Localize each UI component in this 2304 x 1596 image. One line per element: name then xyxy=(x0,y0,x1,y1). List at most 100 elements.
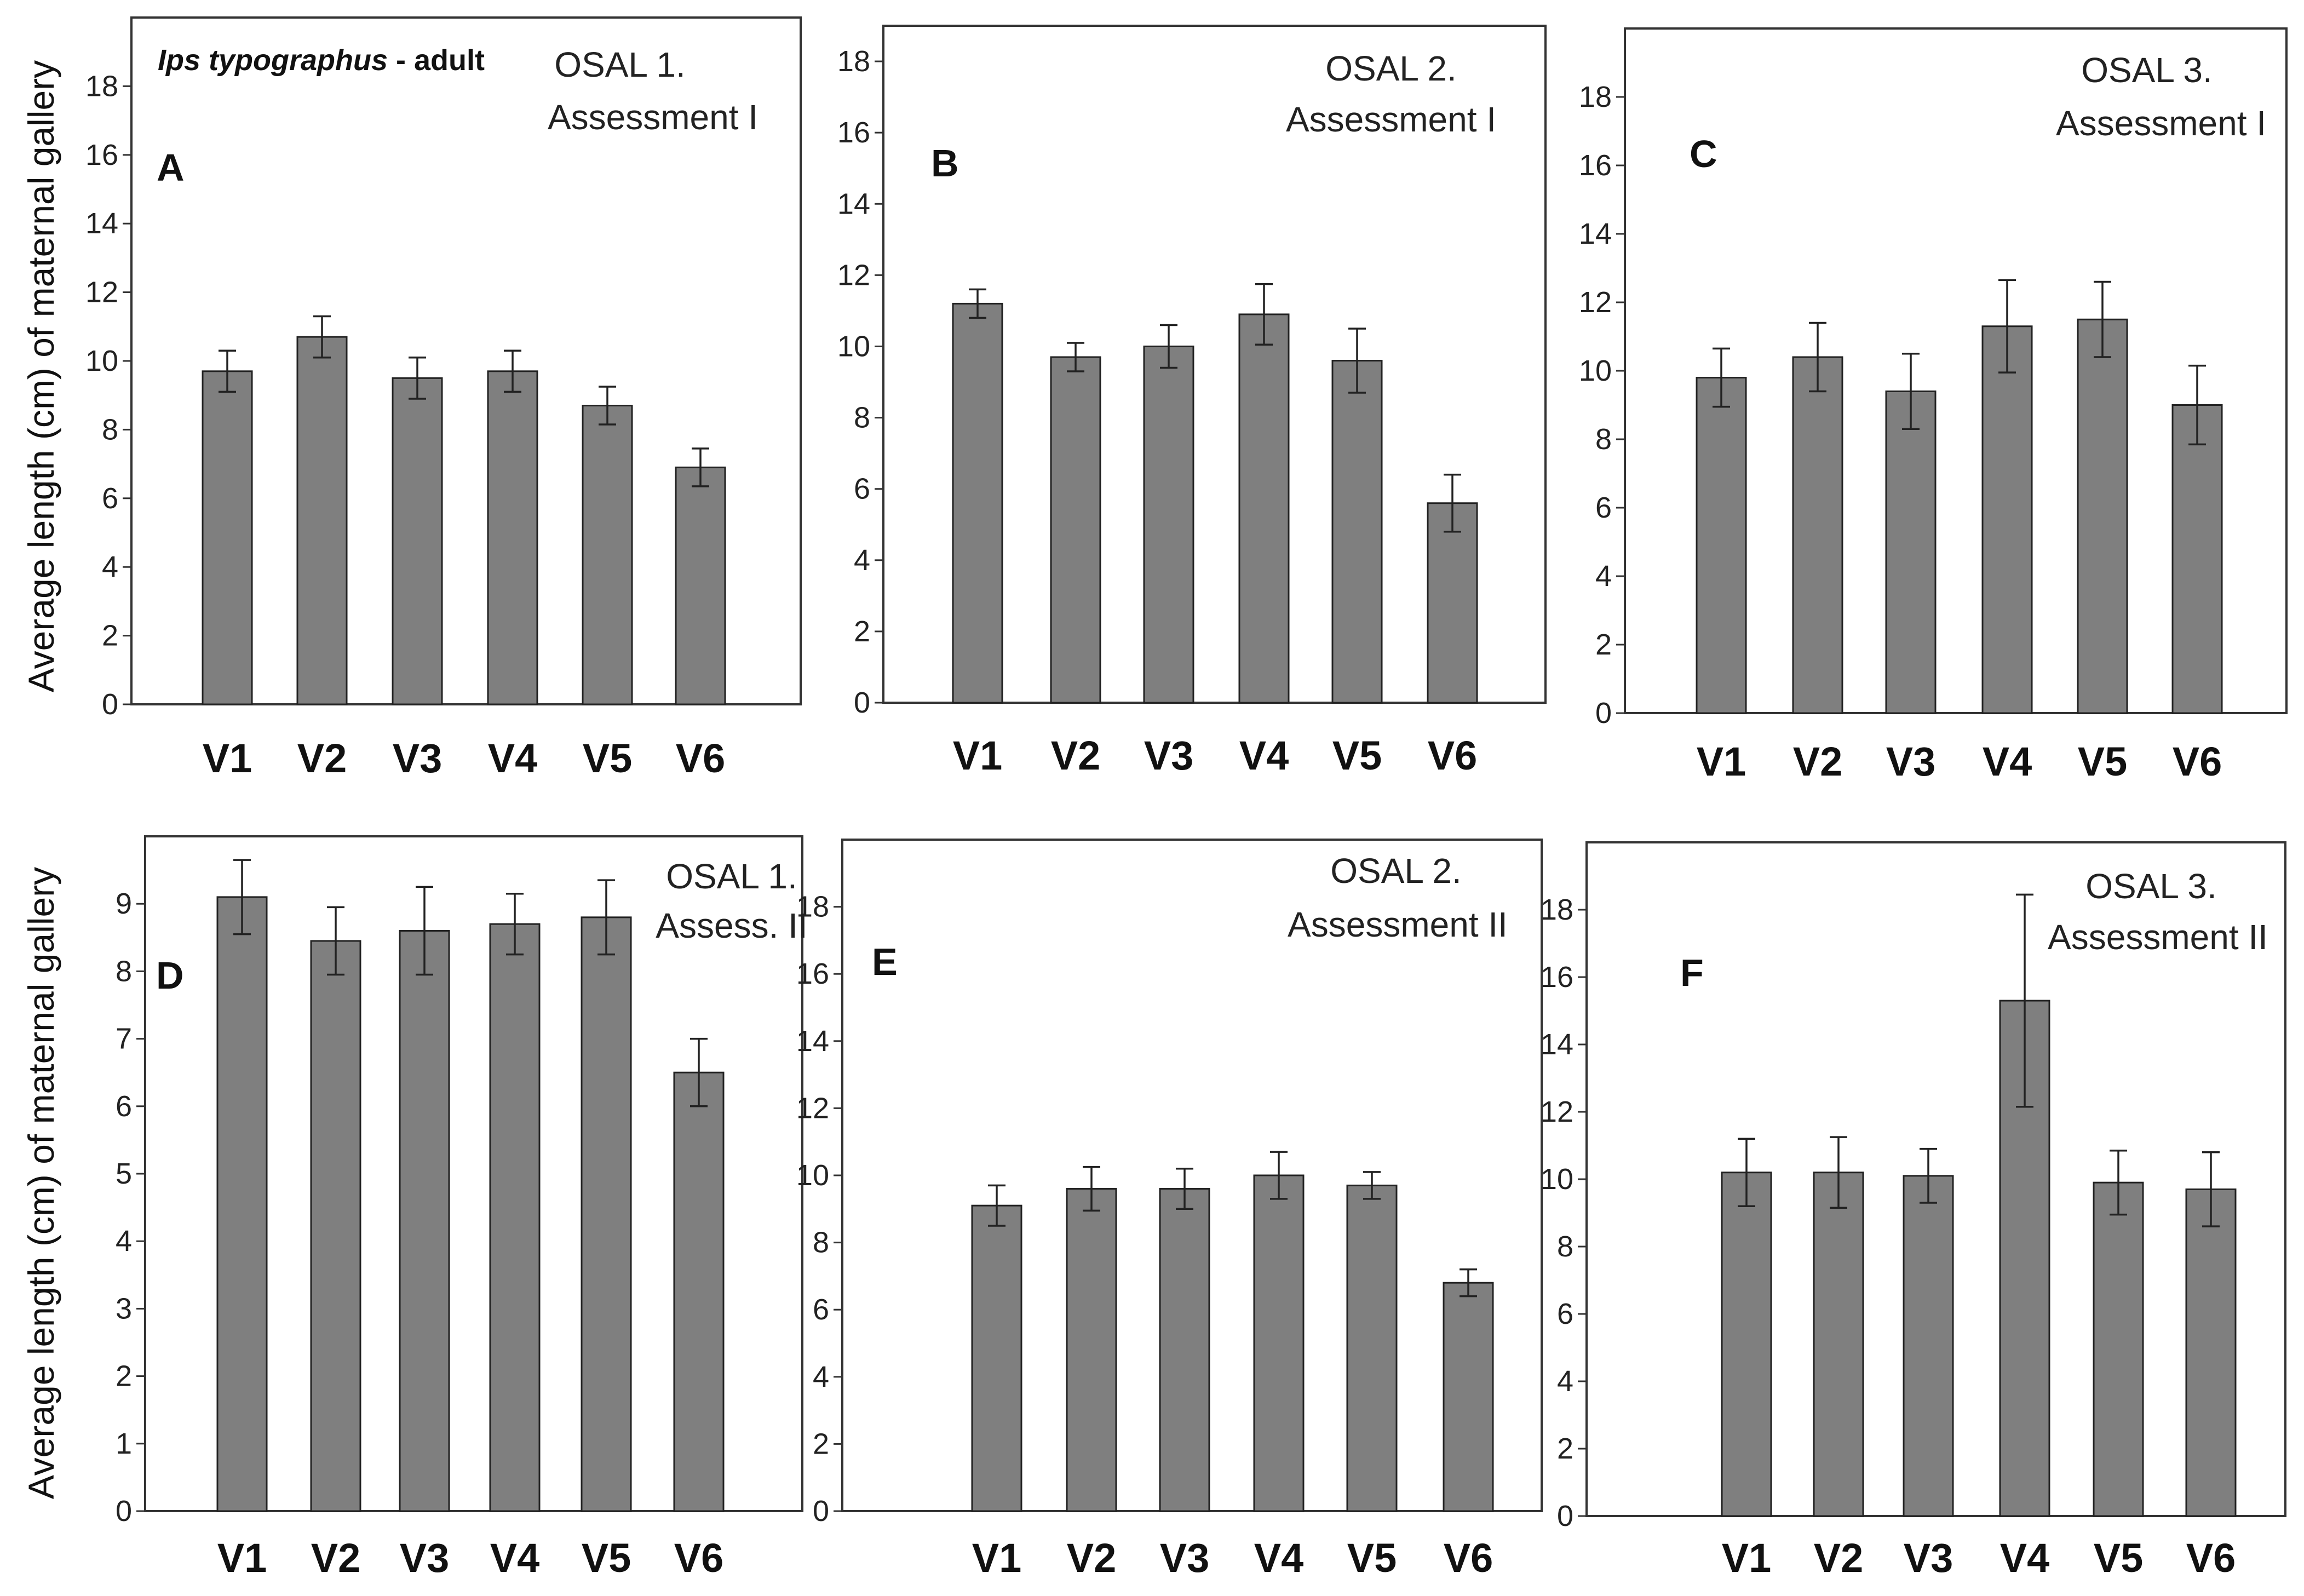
panel-d-errorbar-v1 xyxy=(233,859,251,935)
panel-b-errorbar-v2 xyxy=(1067,342,1084,372)
panel-d-errorbar-v4 xyxy=(506,892,524,956)
panel-a-ytick-label-0: 0 xyxy=(102,688,118,721)
panel-c-ytick-label-4: 8 xyxy=(1595,423,1612,456)
panel-f-errorbar-v2 xyxy=(1830,1136,1847,1209)
panel-b-bar-v2 xyxy=(1050,356,1101,704)
panel-f-category-v4: V4 xyxy=(2000,1535,2050,1581)
panel-d-ytick-label-4: 4 xyxy=(116,1225,132,1258)
panel-f-ytick-label-9: 18 xyxy=(1541,893,1573,926)
panel-b-ytick-label-1: 2 xyxy=(854,615,870,648)
panel-e-category-v6: V6 xyxy=(1444,1535,1493,1581)
panel-b-ytick-label-2: 4 xyxy=(854,544,870,577)
panel-e-title-line-2: Assessment II xyxy=(1288,905,1508,944)
panel-c-category-v2: V2 xyxy=(1793,739,1843,784)
panel-a-errorbar-v6 xyxy=(692,447,709,487)
panel-e-errorbar-v4 xyxy=(1270,1151,1288,1200)
panel-a-bar-v5 xyxy=(582,405,633,705)
panel-d-errorbar-v5 xyxy=(597,879,615,956)
panel-e-title-line-1: OSAL 2. xyxy=(1330,851,1462,891)
panel-a-bar-v2 xyxy=(296,336,348,705)
panel-c-ytick-label-6: 12 xyxy=(1579,286,1612,319)
panel-b-ytick-label-9: 18 xyxy=(837,45,870,78)
panel-e-ytick-label-8: 16 xyxy=(796,957,829,990)
panel-d-ytick-label-8: 8 xyxy=(116,955,132,988)
panel-d-category-v6: V6 xyxy=(674,1535,724,1581)
panel-a-bar-v4 xyxy=(487,370,538,705)
panel-c-category-v3: V3 xyxy=(1886,739,1936,784)
panel-e-ytick-label-0: 0 xyxy=(813,1495,829,1528)
panel-b-title-line-1: OSAL 2. xyxy=(1325,49,1457,88)
panel-f-ytick-label-5: 10 xyxy=(1541,1163,1573,1196)
panel-f-ytick-label-1: 2 xyxy=(1557,1432,1573,1465)
panel-a-letter: A xyxy=(157,146,185,189)
panel-b-ytick-label-4: 8 xyxy=(854,401,870,434)
panel-f-ytick-label-3: 6 xyxy=(1557,1298,1573,1330)
panel-a-category-v4: V4 xyxy=(488,736,538,781)
panel-f-bar-v3 xyxy=(1903,1175,1954,1517)
panel-e-category-v1: V1 xyxy=(972,1535,1022,1581)
species-name: Ips typographus xyxy=(158,44,388,77)
panel-a-ytick-label-7: 14 xyxy=(85,207,118,240)
panel-a-title-line-2: Assessment I xyxy=(548,97,758,137)
panel-d-ytick-label-0: 0 xyxy=(116,1495,132,1528)
panel-b-ytick-label-0: 0 xyxy=(854,686,870,719)
panel-f-bar-v5 xyxy=(2093,1181,2144,1517)
panel-b-bar-v6 xyxy=(1427,502,1478,704)
panel-f-bar-v2 xyxy=(1813,1172,1864,1517)
panel-f-letter: F xyxy=(1680,951,1704,994)
panel-a-bar-v1 xyxy=(202,370,253,705)
panel-c-errorbar-v5 xyxy=(2094,280,2111,358)
panel-c-ytick-label-7: 14 xyxy=(1579,217,1612,250)
panel-f-errorbar-v3 xyxy=(1920,1147,1937,1204)
panel-d-bar-v3 xyxy=(399,929,450,1512)
panel-f-bar-v6 xyxy=(2185,1188,2237,1517)
panel-c-title-line-1: OSAL 3. xyxy=(2081,50,2213,90)
panel-f-category-v5: V5 xyxy=(2094,1535,2144,1581)
panel-c-ytick-label-8: 16 xyxy=(1579,149,1612,182)
panel-d-category-v1: V1 xyxy=(217,1535,267,1581)
panel-d-ytick-label-7: 7 xyxy=(116,1023,132,1055)
panel-d-title-line-1: OSAL 1. xyxy=(666,857,797,896)
panel-f-category-v6: V6 xyxy=(2186,1535,2236,1581)
panel-b-letter: B xyxy=(931,142,959,185)
panel-c: 0 2 4 6 8 10 12 14 16 18 V1 V2 V3 V4 V5 V6 C OSAL 3. Asses… xyxy=(1579,27,2288,784)
panel-f-errorbar-v4 xyxy=(2016,893,2033,1108)
panel-e-bar-v3 xyxy=(1159,1188,1210,1512)
panel-e-errorbar-v3 xyxy=(1176,1167,1193,1210)
panel-e-ytick-label-9: 18 xyxy=(796,891,829,923)
panel-a-errorbar-v3 xyxy=(409,356,426,400)
panel-e-ytick-label-3: 6 xyxy=(813,1293,829,1326)
panel-b-errorbar-v4 xyxy=(1255,283,1273,346)
panel-a: 0 2 4 6 8 10 12 14 16 18 V1 V2 V3 V4 V5 V6 A OSAL 1. Asses… xyxy=(85,16,802,781)
panel-f-ytick-label-7: 14 xyxy=(1541,1028,1573,1061)
panel-c-category-v4: V4 xyxy=(1983,739,2032,784)
panel-e-bar-v2 xyxy=(1066,1188,1117,1512)
panel-b-title-line-2: Assessment I xyxy=(1286,100,1496,139)
panel-e: 0 2 4 6 8 10 12 14 16 18 V1 V2 V3 V4 V5 V6 E OSAL 2. Asses… xyxy=(796,839,1543,1581)
panel-b-frame xyxy=(882,25,1547,704)
panel-e-bar-v6 xyxy=(1443,1282,1494,1512)
panel-d-errorbar-v6 xyxy=(690,1037,708,1107)
panel-d-errorbar-v3 xyxy=(416,886,433,976)
y-axis-label-bottom: Average length (cm) of maternal gallery xyxy=(21,867,61,1499)
panel-d-bar-v2 xyxy=(310,940,361,1512)
panel-a-category-v1: V1 xyxy=(203,736,252,781)
panel-f-category-v1: V1 xyxy=(1722,1535,1772,1581)
panel-c-ytick-label-9: 18 xyxy=(1579,81,1612,113)
panel-e-category-v2: V2 xyxy=(1067,1535,1117,1581)
panel-a-ytick-label-9: 18 xyxy=(85,70,118,102)
panel-e-ytick-label-2: 4 xyxy=(813,1360,829,1393)
panel-e-category-v5: V5 xyxy=(1347,1535,1397,1581)
panel-f-ytick-label-0: 0 xyxy=(1557,1500,1573,1532)
panel-e-ytick-label-5: 10 xyxy=(796,1159,829,1192)
species-suffix: - adult xyxy=(388,44,485,77)
panel-a-bar-v6 xyxy=(675,466,726,705)
panel-f-category-v2: V2 xyxy=(1814,1535,1864,1581)
panel-d: 0 1 2 3 4 5 6 7 8 9 V1 V2 V3 V4 V5 V6 D OSAL 1. Assess. II xyxy=(116,835,808,1581)
panel-b-errorbar-v6 xyxy=(1444,473,1461,533)
panel-b-category-v3: V3 xyxy=(1144,733,1194,778)
panel-b-ytick-label-5: 10 xyxy=(837,330,870,363)
panel-b-category-v1: V1 xyxy=(953,733,1003,778)
panel-b-bar-v5 xyxy=(1331,359,1383,704)
panel-a-category-v3: V3 xyxy=(393,736,443,781)
